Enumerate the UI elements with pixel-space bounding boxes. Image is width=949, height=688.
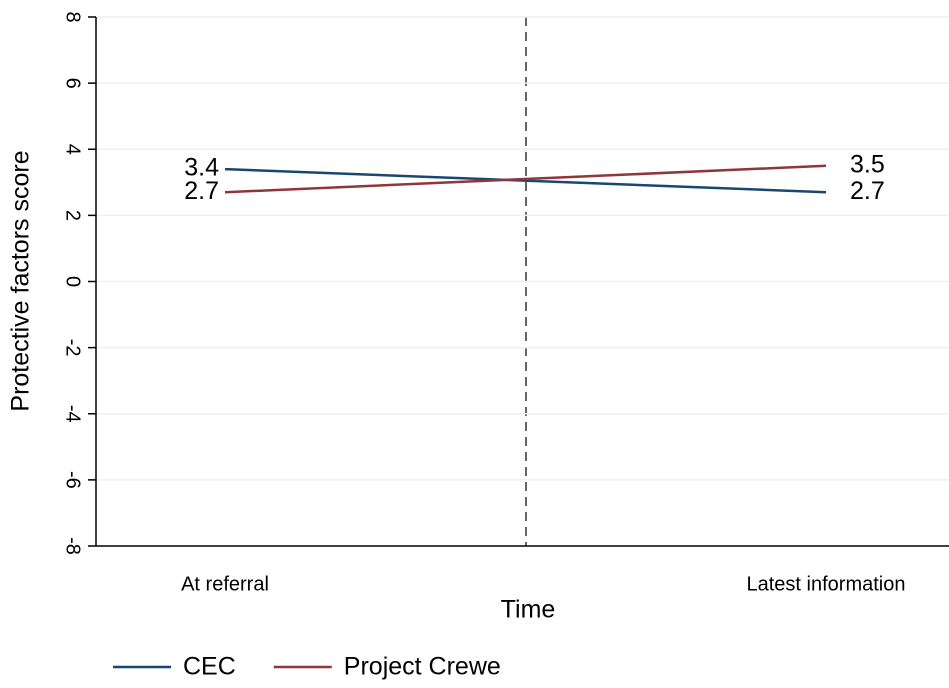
series-line [224,164,827,194]
y-tick-label: -2 [62,339,84,357]
legend-label: Project Crewe [344,653,501,681]
y-tick-label: 8 [62,11,84,22]
y-tick-label: 0 [62,276,84,287]
y-tick-label: -4 [62,405,84,423]
x-tick-label: At referral [181,573,269,595]
y-tick-label: 2 [62,210,84,221]
data-label: 3.4 [184,154,219,182]
y-tick-label: -6 [62,471,84,489]
data-label: 2.7 [850,177,885,205]
y-tick-label: 6 [62,78,84,89]
y-tick-label: 4 [62,144,84,155]
data-label: 2.7 [184,177,219,205]
legend-label: CEC [183,653,236,681]
y-tick-label: -8 [62,537,84,555]
x-tick-label: Latest information [747,573,906,595]
data-label: 3.5 [850,150,885,178]
y-axis-title: Protective factors score [7,150,35,411]
x-axis-title: Time [501,596,556,624]
series-line [224,167,827,194]
